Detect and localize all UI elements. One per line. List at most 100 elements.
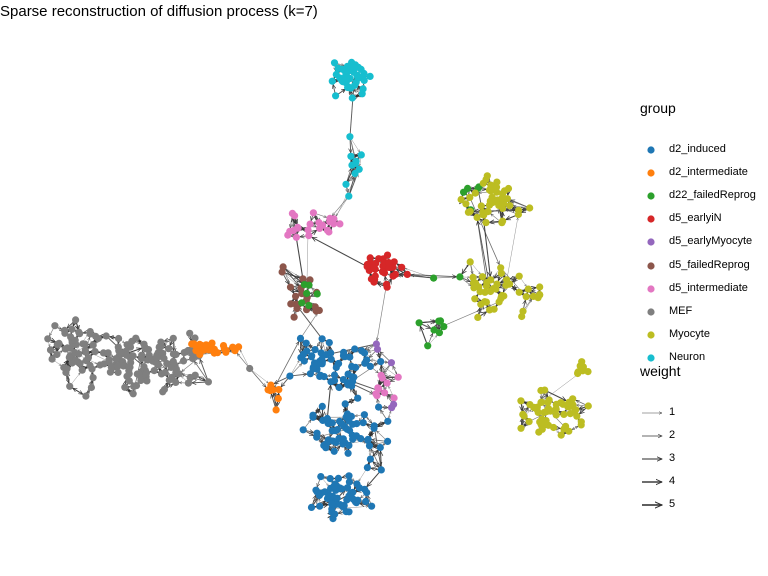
node-myocyte (486, 306, 494, 314)
node-myocyte (544, 404, 553, 413)
edge (543, 393, 544, 399)
node-d2-induced (345, 441, 353, 449)
node-mef (135, 371, 143, 379)
node-myocyte (486, 197, 494, 205)
edge (531, 290, 538, 294)
node-d5-intermediate (306, 220, 314, 228)
edge (491, 214, 500, 222)
node-neuron (359, 85, 367, 93)
legend-item-mef: MEF (640, 304, 768, 320)
edge (370, 360, 378, 361)
edge (67, 375, 69, 383)
edge (322, 478, 329, 486)
edge (310, 230, 316, 234)
node-d5-failedreprog (290, 313, 298, 321)
edge (356, 95, 360, 97)
edge (374, 363, 379, 366)
node-myocyte (552, 411, 560, 419)
edge (557, 428, 561, 429)
edge (169, 341, 172, 346)
node-myocyte (524, 285, 532, 293)
edge (274, 393, 276, 407)
node-d22-failedreprog (430, 326, 438, 334)
edge (338, 512, 344, 513)
node-d5-intermediate (381, 389, 389, 397)
node-mef (71, 336, 79, 344)
node-neuron (366, 72, 374, 80)
edge (429, 335, 437, 344)
node-mef (165, 345, 173, 353)
node-mef (53, 350, 61, 359)
node-d2-induced (354, 394, 362, 402)
legend-key-dot (647, 215, 655, 223)
node-d22-failedreprog (424, 342, 432, 350)
node-d5-intermediate (305, 232, 313, 240)
node-mef (154, 361, 163, 369)
node-mef (155, 343, 163, 351)
node-d2-induced (363, 356, 371, 364)
node-mef (65, 353, 73, 361)
node-d2-induced (338, 420, 346, 428)
node-mef (180, 349, 188, 357)
edge (526, 408, 529, 414)
node-d2-intermediate (274, 395, 282, 403)
edge (390, 379, 396, 382)
node-d2-induced (330, 447, 338, 455)
legend-key-dot (647, 192, 655, 200)
node-d2-induced (327, 349, 335, 357)
node-d2-intermediate (275, 386, 283, 394)
edge (326, 376, 331, 377)
legend-item-d5-earlyin: d5_earlyiN (640, 211, 768, 227)
node-neuron (347, 152, 355, 160)
node-d5-earlyin (398, 263, 406, 271)
node-d2-induced (355, 484, 364, 492)
edge (500, 281, 504, 284)
node-d2-induced (309, 411, 317, 419)
node-d2-induced (317, 473, 325, 481)
node-mef (169, 334, 177, 342)
node-d2-induced (377, 358, 385, 366)
node-myocyte (515, 272, 523, 280)
edge (350, 139, 356, 158)
edge (368, 496, 371, 504)
edge (327, 385, 331, 416)
edge (385, 276, 386, 282)
edge (576, 405, 586, 406)
edge (370, 431, 373, 437)
node-myocyte (574, 368, 582, 376)
node-mef (121, 383, 129, 391)
node-mef (88, 365, 96, 373)
legend-item-weight-1: 1 (640, 405, 768, 421)
legend-label: 5 (669, 498, 676, 511)
node-d2-induced (302, 339, 310, 347)
edge (370, 449, 381, 468)
node-d5-intermediate (378, 374, 386, 382)
node-d2-induced (363, 464, 371, 472)
edge (387, 396, 393, 403)
edge (490, 221, 500, 222)
edge (381, 451, 382, 467)
node-d2-induced (338, 485, 346, 493)
legend-label: Myocyte (669, 327, 710, 340)
node-mef (169, 350, 177, 358)
node-mef (246, 364, 254, 373)
legend-item-d5-earlymyocyte: d5_earlyMyocyte (640, 234, 768, 250)
node-d2-induced (370, 424, 378, 432)
edge (59, 351, 62, 353)
node-d2-induced (348, 494, 356, 503)
legend-item-d22-failedreprog: d22_failedReprog (640, 188, 768, 204)
edge (383, 364, 390, 373)
node-d2-induced (309, 365, 317, 373)
node-myocyte (479, 208, 487, 216)
legend-item-d5-intermediate: d5_intermediate (640, 281, 768, 297)
node-d5-intermediate (291, 212, 299, 220)
edge (506, 218, 517, 283)
edge (526, 410, 531, 415)
node-d5-earlyin (367, 275, 375, 283)
legend-label: 2 (669, 429, 676, 442)
edge (576, 399, 586, 406)
legend-key-arrow (642, 405, 664, 421)
edge (499, 286, 503, 287)
edge (314, 409, 320, 414)
edge (49, 328, 54, 336)
